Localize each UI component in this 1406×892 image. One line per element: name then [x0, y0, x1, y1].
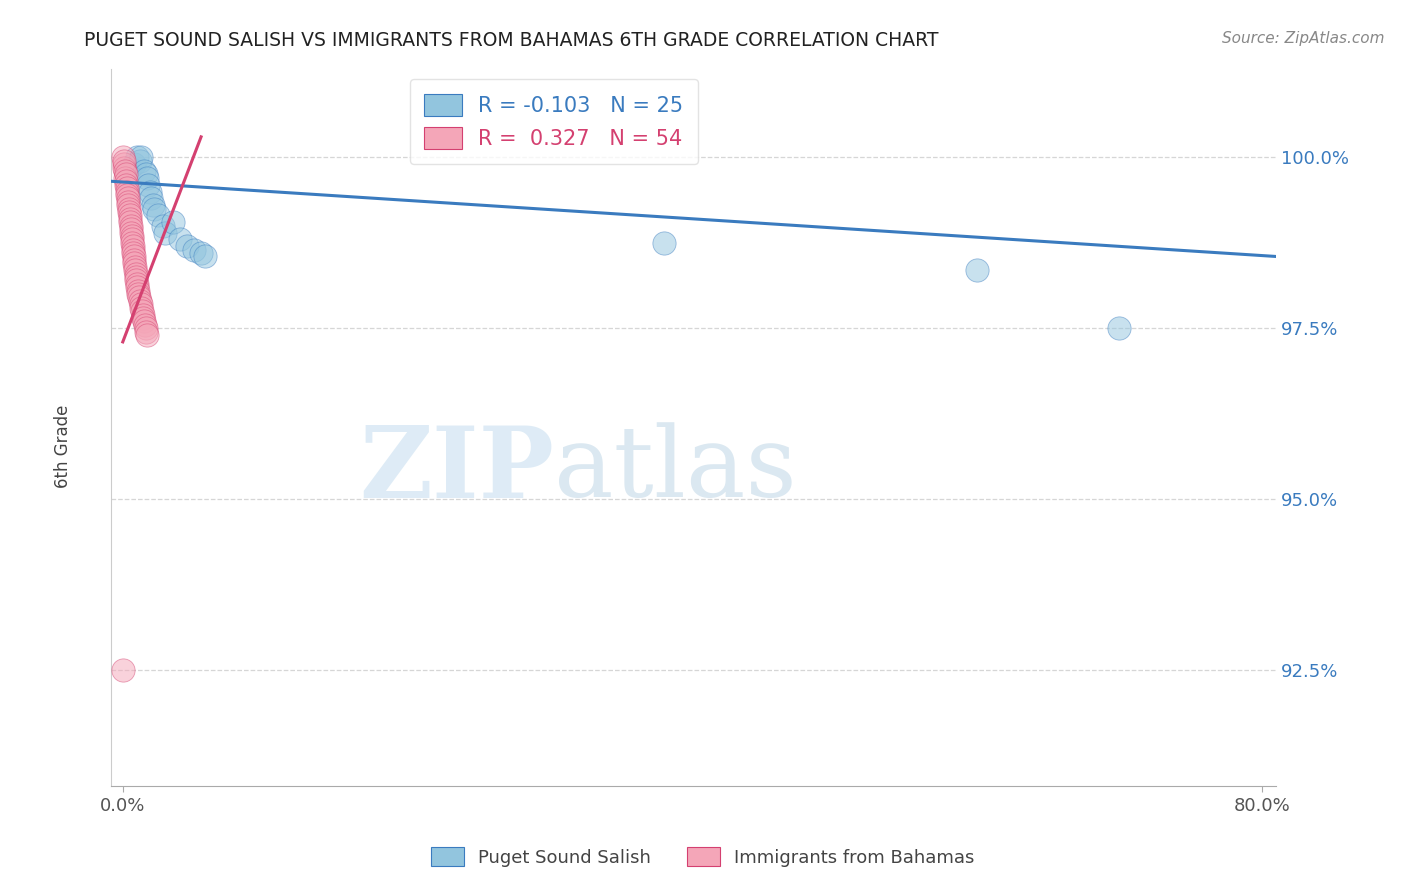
Point — [141, 191, 163, 205]
Point — [121, 235, 143, 250]
Point — [128, 290, 150, 304]
Point — [129, 150, 152, 164]
Point — [124, 256, 146, 270]
Point — [121, 232, 143, 246]
Point — [118, 161, 141, 175]
Point — [112, 150, 135, 164]
Point — [114, 168, 136, 182]
Point — [1108, 321, 1130, 335]
Point — [134, 318, 156, 332]
Point — [176, 239, 198, 253]
Text: PUGET SOUND SALISH VS IMMIGRANTS FROM BAHAMAS 6TH GRADE CORRELATION CHART: PUGET SOUND SALISH VS IMMIGRANTS FROM BA… — [84, 31, 939, 50]
Point — [131, 304, 153, 318]
Point — [125, 273, 148, 287]
Point — [127, 284, 149, 298]
Point — [135, 325, 157, 339]
Point — [139, 185, 162, 199]
Point — [652, 235, 675, 250]
Point — [118, 211, 141, 226]
Point — [135, 321, 157, 335]
Point — [183, 243, 205, 257]
Point — [122, 246, 145, 260]
Point — [117, 191, 139, 205]
Point — [125, 280, 148, 294]
Point — [190, 246, 212, 260]
Text: ZIP: ZIP — [359, 422, 554, 519]
Point — [128, 153, 150, 168]
Point — [135, 168, 157, 182]
Legend: Puget Sound Salish, Immigrants from Bahamas: Puget Sound Salish, Immigrants from Baha… — [425, 840, 981, 874]
Point — [112, 161, 135, 175]
Point — [125, 277, 148, 291]
Point — [124, 267, 146, 281]
Point — [117, 188, 139, 202]
Text: 6th Grade: 6th Grade — [55, 404, 72, 488]
Point — [118, 209, 141, 223]
Point — [129, 301, 152, 315]
Point — [121, 229, 143, 244]
Point — [125, 150, 148, 164]
Legend: R = -0.103   N = 25, R =  0.327   N = 54: R = -0.103 N = 25, R = 0.327 N = 54 — [409, 78, 699, 164]
Point — [162, 215, 184, 229]
Point — [115, 185, 138, 199]
Point — [127, 287, 149, 301]
Text: Source: ZipAtlas.com: Source: ZipAtlas.com — [1222, 31, 1385, 46]
Point — [120, 215, 142, 229]
Point — [112, 663, 135, 677]
Point — [117, 198, 139, 212]
Point — [125, 270, 148, 285]
Point — [155, 226, 177, 240]
Point — [124, 263, 146, 277]
Point — [112, 157, 135, 171]
Point — [143, 202, 166, 216]
Point — [138, 178, 160, 192]
Point — [122, 250, 145, 264]
Point — [115, 178, 138, 192]
Point — [132, 310, 155, 325]
Point — [124, 260, 146, 274]
Point — [132, 308, 155, 322]
Point — [120, 219, 142, 233]
Point — [136, 170, 159, 185]
Point — [169, 232, 191, 246]
Point — [114, 170, 136, 185]
Point — [152, 219, 174, 233]
Point — [118, 205, 141, 219]
Point — [128, 293, 150, 308]
Point — [148, 209, 170, 223]
Point — [120, 226, 142, 240]
Point — [118, 202, 141, 216]
Point — [129, 297, 152, 311]
Point — [136, 328, 159, 343]
Point — [120, 222, 142, 236]
Point — [966, 263, 988, 277]
Point — [115, 174, 138, 188]
Point — [142, 198, 165, 212]
Point — [122, 252, 145, 267]
Point — [194, 250, 217, 264]
Point — [121, 239, 143, 253]
Point — [115, 181, 138, 195]
Point — [114, 153, 136, 168]
Point — [122, 157, 145, 171]
Text: atlas: atlas — [554, 423, 797, 518]
Point — [122, 243, 145, 257]
Point — [134, 164, 156, 178]
Point — [114, 164, 136, 178]
Point — [117, 194, 139, 209]
Point — [134, 314, 156, 328]
